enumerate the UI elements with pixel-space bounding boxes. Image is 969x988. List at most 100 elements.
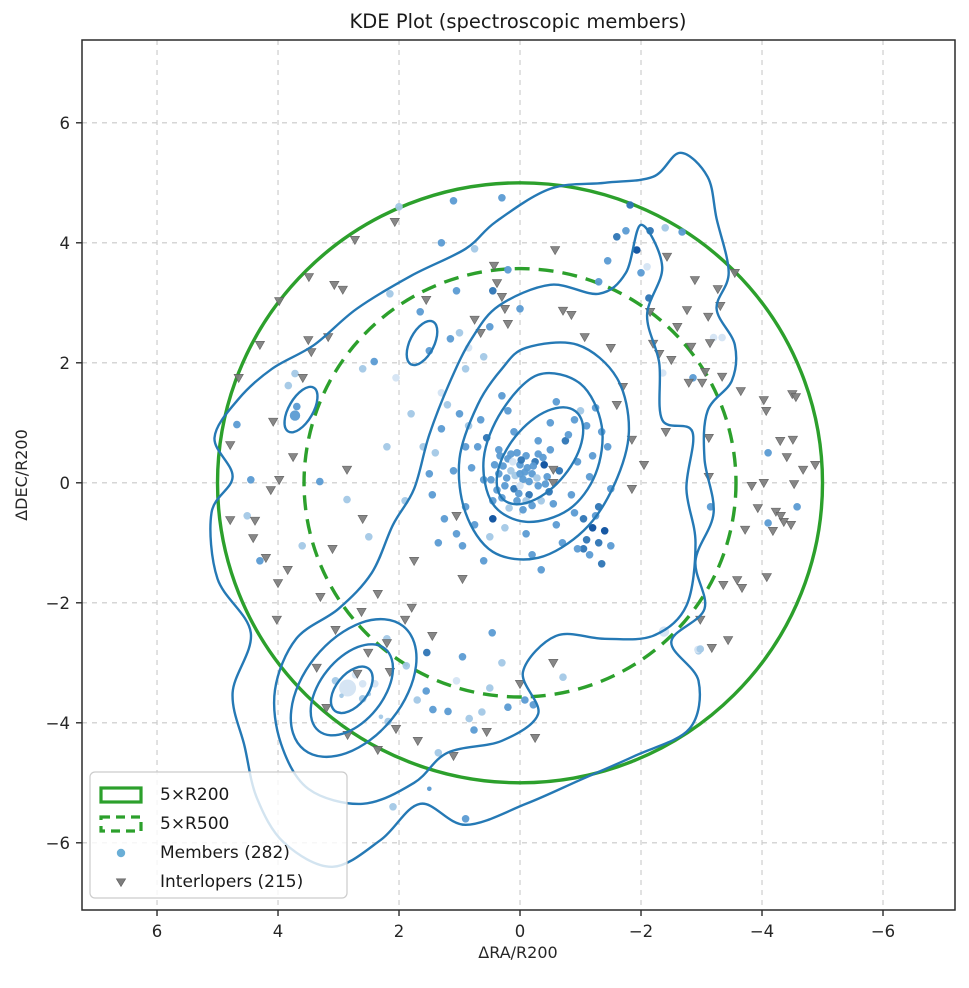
member-point bbox=[543, 473, 551, 481]
member-point bbox=[561, 437, 570, 445]
member-point bbox=[437, 425, 446, 433]
interloper-point bbox=[311, 663, 322, 673]
interloper-point bbox=[566, 311, 577, 321]
member-point bbox=[597, 560, 606, 568]
member-point bbox=[455, 410, 464, 418]
interloper-point bbox=[683, 378, 695, 388]
member-point bbox=[298, 542, 307, 550]
interloper-point bbox=[273, 476, 285, 486]
member-point bbox=[434, 539, 443, 547]
interloper-point bbox=[224, 516, 236, 526]
member-point bbox=[449, 467, 458, 475]
kde-contour-ellipse bbox=[283, 385, 319, 434]
member-point bbox=[291, 369, 299, 378]
interloper-point bbox=[681, 306, 693, 316]
interloper-point bbox=[752, 504, 764, 514]
interloper-point bbox=[412, 737, 424, 747]
chart-title: KDE Plot (spectroscopic members) bbox=[350, 10, 687, 33]
interloper-point bbox=[702, 312, 714, 322]
member-point bbox=[582, 422, 591, 430]
interloper-point bbox=[427, 632, 438, 642]
interloper-point bbox=[626, 485, 638, 495]
interloper-point bbox=[356, 608, 367, 618]
interloper-point bbox=[761, 573, 773, 583]
x-tick-label: −4 bbox=[750, 922, 774, 941]
member-point bbox=[585, 551, 594, 559]
interloper-point bbox=[224, 441, 236, 451]
y-tick-label: −4 bbox=[46, 714, 70, 733]
member-point bbox=[696, 645, 705, 653]
member-point bbox=[525, 491, 533, 499]
interloper-point bbox=[491, 279, 503, 289]
member-point bbox=[256, 557, 264, 565]
member-point bbox=[425, 470, 434, 478]
interloper-point bbox=[579, 333, 590, 343]
member-point bbox=[402, 662, 411, 670]
member-point bbox=[513, 497, 521, 505]
member-point bbox=[479, 557, 488, 565]
interloper-point bbox=[746, 482, 757, 492]
interloper-point bbox=[329, 281, 340, 291]
kde-contour-ellipse bbox=[405, 319, 439, 367]
member-point bbox=[461, 815, 470, 823]
interloper-point bbox=[778, 518, 790, 528]
interloper-point bbox=[303, 336, 314, 346]
member-point bbox=[443, 401, 452, 409]
interloper-point bbox=[399, 615, 411, 625]
member-point bbox=[488, 629, 497, 637]
interloper-point bbox=[233, 374, 244, 384]
member-point bbox=[793, 503, 801, 511]
interloper-point bbox=[481, 728, 492, 738]
member-point bbox=[552, 521, 561, 529]
legend-label: 5×R200 bbox=[160, 785, 229, 805]
member-point bbox=[603, 257, 612, 265]
y-tick-label: −6 bbox=[46, 834, 70, 853]
member-point bbox=[455, 329, 464, 337]
axes: 6 4 2 0 −2 −4 −6 6 4 2 0 −2 −4 −6 bbox=[46, 39, 956, 941]
member-point bbox=[458, 542, 467, 550]
interloper-point bbox=[736, 584, 748, 594]
member-point bbox=[573, 545, 582, 553]
kde-contour-line bbox=[272, 223, 697, 806]
member-point bbox=[422, 687, 431, 695]
member-point bbox=[607, 542, 615, 550]
interloper-point bbox=[703, 434, 715, 444]
interloper-point bbox=[315, 593, 326, 603]
member-point bbox=[582, 536, 591, 544]
member-point bbox=[429, 705, 437, 714]
member-point bbox=[395, 203, 403, 211]
member-point bbox=[416, 308, 425, 316]
member-point bbox=[370, 357, 379, 366]
member-point bbox=[461, 365, 470, 373]
member-point bbox=[718, 333, 726, 342]
legend: 5×R200 5×R500 Members (282) Interlopers (21… bbox=[89, 771, 348, 899]
member-point bbox=[465, 714, 474, 723]
interloper-point bbox=[760, 407, 772, 417]
member-point bbox=[678, 228, 686, 236]
kde-contour-line bbox=[209, 151, 738, 869]
member-point bbox=[504, 407, 512, 415]
plot-border bbox=[81, 39, 956, 911]
interloper-point bbox=[775, 512, 787, 522]
member-point bbox=[540, 461, 548, 469]
legend-swatch-5xR200 bbox=[99, 786, 143, 804]
interloper-point bbox=[549, 246, 561, 256]
interloper-point bbox=[496, 293, 508, 303]
member-point bbox=[487, 476, 495, 484]
member-point bbox=[579, 545, 588, 553]
interloper-point bbox=[287, 453, 299, 463]
member-point bbox=[552, 398, 561, 406]
interloper-point bbox=[706, 644, 718, 654]
interloper-point bbox=[661, 252, 673, 262]
legend-box bbox=[89, 771, 348, 899]
interloper-point bbox=[731, 576, 743, 586]
member-point bbox=[588, 452, 597, 460]
member-point bbox=[479, 353, 488, 361]
y-tick-label: −2 bbox=[46, 594, 70, 613]
interloper-point bbox=[611, 401, 623, 411]
member-point bbox=[507, 450, 515, 458]
interloper-point bbox=[790, 393, 802, 403]
member-point bbox=[478, 708, 486, 716]
interloper-point bbox=[451, 512, 462, 522]
y-axis-label: ΔDEC/R200 bbox=[12, 429, 31, 521]
